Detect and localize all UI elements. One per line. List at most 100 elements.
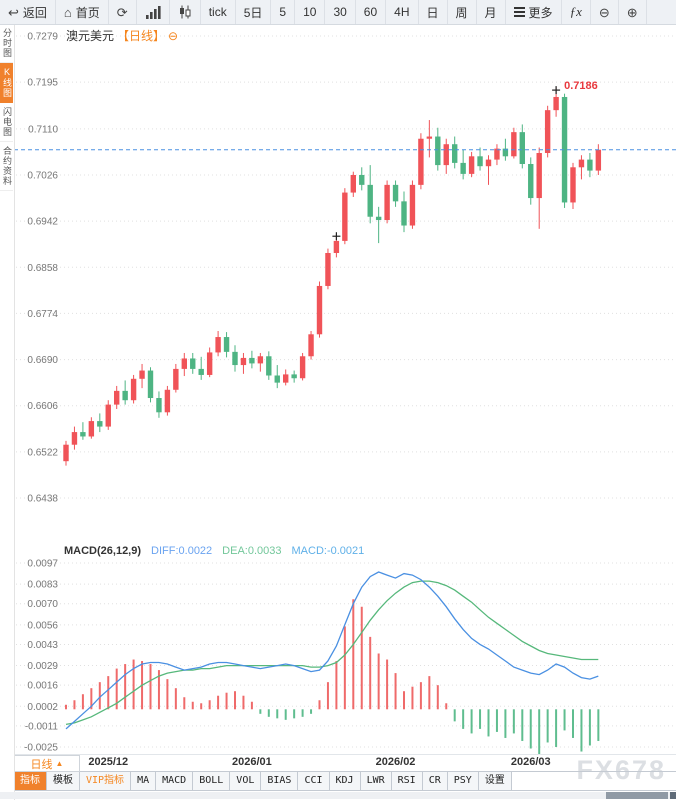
fx-button[interactable]: ƒx (562, 0, 591, 24)
macd-axis-label: 0.0070 (27, 599, 58, 610)
period-5-button[interactable]: 5 (271, 0, 296, 24)
period-week-button[interactable]: 周 (448, 0, 477, 24)
candle (544, 110, 551, 154)
macd-axis-label: 0.0043 (27, 640, 58, 651)
candle (156, 398, 162, 413)
candle (147, 370, 154, 399)
zoom-in-button[interactable]: ⊕ (619, 0, 647, 24)
more-button[interactable]: 更多 (506, 0, 562, 24)
sidebar-item-option[interactable]: 闪电图 (0, 103, 13, 142)
candle (223, 337, 230, 352)
candle (502, 148, 509, 157)
period-selector-tab[interactable]: 日线 ▲ (14, 755, 80, 772)
high-price-label: 0.7186 (564, 80, 598, 92)
bar-chart-button[interactable] (137, 0, 170, 24)
macd-diff-value: DIFF:0.0022 (151, 545, 213, 557)
bar-chart-icon (145, 6, 161, 19)
collapse-icon[interactable]: ⊖ (168, 28, 179, 43)
date-label-2026/01: 2026/01 (232, 756, 272, 768)
indicator-tab-CCI[interactable]: CCI (298, 772, 330, 790)
candle (553, 96, 559, 111)
period-month-button[interactable]: 月 (477, 0, 506, 24)
indicator-tab-指标[interactable]: 指标 (14, 772, 47, 790)
indicator-tab-BIAS[interactable]: BIAS (261, 772, 299, 790)
sidebar-item-active[interactable]: K线图 (0, 63, 13, 103)
candle (274, 375, 280, 383)
scrollbar-right-arrow[interactable] (670, 792, 676, 799)
candle (468, 156, 475, 174)
price-axis-label: 0.7279 (27, 32, 58, 43)
candle (342, 192, 348, 241)
period-60-button[interactable]: 60 (356, 0, 387, 24)
macd-header: MACD(26,12,9) DIFF:0.0022 DEA:0.0033 MAC… (64, 545, 364, 557)
indicator-tab-KDJ[interactable]: KDJ (329, 772, 361, 790)
indicator-tab-BOLL[interactable]: BOLL (193, 772, 231, 790)
candle (266, 356, 272, 376)
indicator-tab-VOL[interactable]: VOL (230, 772, 262, 790)
candle (130, 378, 137, 401)
price-axis-label: 0.6438 (27, 494, 58, 505)
indicator-tab-模板[interactable]: 模板 (47, 772, 80, 790)
macd-chart-svg[interactable]: 0.0097 0.0083 0.0070 0.0056 0.0043 0.0029 0.00… (14, 540, 676, 755)
indicator-tab-LWR[interactable]: LWR (360, 772, 392, 790)
indicator-tab-MACD[interactable]: MACD (156, 772, 194, 790)
scrollbar-thumb[interactable] (606, 792, 668, 799)
candle (97, 421, 103, 427)
macd-axis-label: -0.0011 (25, 721, 59, 732)
zoom-out-button[interactable]: ⊖ (591, 0, 619, 24)
macd-axis-label: 0.0056 (27, 620, 58, 631)
candle (114, 390, 120, 405)
back-button-label: 返回 (22, 5, 47, 20)
refresh-button[interactable]: ⟳ (109, 0, 137, 24)
period-day-button[interactable]: 日 (419, 0, 448, 24)
zoom-out-icon: ⊖ (598, 4, 610, 20)
date-label-2025/12: 2025/12 (88, 756, 129, 768)
sidebar-item-option[interactable]: 分时图 (0, 24, 13, 63)
period-day-button-label: 日 (426, 5, 439, 20)
indicator-tab-设置[interactable]: 设置 (478, 772, 512, 790)
back-button[interactable]: ↩ 返回 (0, 0, 56, 24)
more-button-label: 更多 (528, 5, 553, 20)
timeframe-tag: 【日线】 (117, 29, 166, 43)
date-label-2026/03: 2026/03 (510, 756, 551, 768)
indicator-tab-RSI[interactable]: RSI (391, 772, 423, 790)
candlestick-button[interactable] (170, 0, 201, 24)
candle (299, 356, 306, 379)
candle (63, 444, 69, 462)
back-icon: ↩ (8, 4, 19, 20)
macd-axis-label: 0.0083 (27, 580, 58, 591)
price-chart[interactable]: 0.7279 0.7195 0.7110 0.7026 0.6942 0.6858 0.67… (14, 24, 676, 540)
price-axis-label: 0.7110 (28, 124, 58, 135)
candle (384, 184, 390, 221)
macd-axis-label: 0.0016 (27, 681, 58, 692)
candle (401, 201, 407, 226)
horizontal-scrollbar[interactable] (0, 792, 676, 799)
tick-button[interactable]: tick (201, 0, 236, 24)
period-10-button[interactable]: 10 (295, 0, 326, 24)
period-5d-button[interactable]: 5日 (236, 0, 272, 24)
candle (164, 389, 171, 413)
period-week-button-label: 周 (455, 5, 468, 20)
candle (536, 153, 542, 199)
home-button[interactable]: ⌂ 首页 (56, 0, 109, 24)
macd-params: MACD(26,12,9) (64, 545, 142, 557)
date-axis-row: 2025/12 2026/01 2026/02 2026/03 (0, 754, 676, 772)
candle (392, 184, 399, 202)
indicator-tab-PSY[interactable]: PSY (447, 772, 479, 790)
home-button-label: 首页 (75, 5, 100, 20)
indicator-tab-CR[interactable]: CR (422, 772, 448, 790)
indicator-tab-MA[interactable]: MA (131, 772, 157, 790)
candle (198, 368, 204, 375)
candle (350, 174, 356, 193)
candle (477, 156, 483, 167)
candle (418, 138, 424, 185)
indicator-tab-VIP指标[interactable]: VIP指标 (80, 772, 132, 790)
price-chart-svg[interactable]: 0.7279 0.7195 0.7110 0.7026 0.6942 0.6858 0.67… (14, 24, 676, 540)
macd-chart[interactable]: 0.0097 0.0083 0.0070 0.0056 0.0043 0.0029 0.00… (14, 540, 676, 755)
period-4h-button[interactable]: 4H (386, 0, 419, 24)
candle (139, 370, 145, 379)
period-4h-button-label: 4H (394, 5, 410, 19)
symbol-name: 澳元美元 (66, 29, 115, 43)
sidebar-item-option[interactable]: 合约资料 (0, 142, 13, 191)
period-30-button[interactable]: 30 (325, 0, 356, 24)
